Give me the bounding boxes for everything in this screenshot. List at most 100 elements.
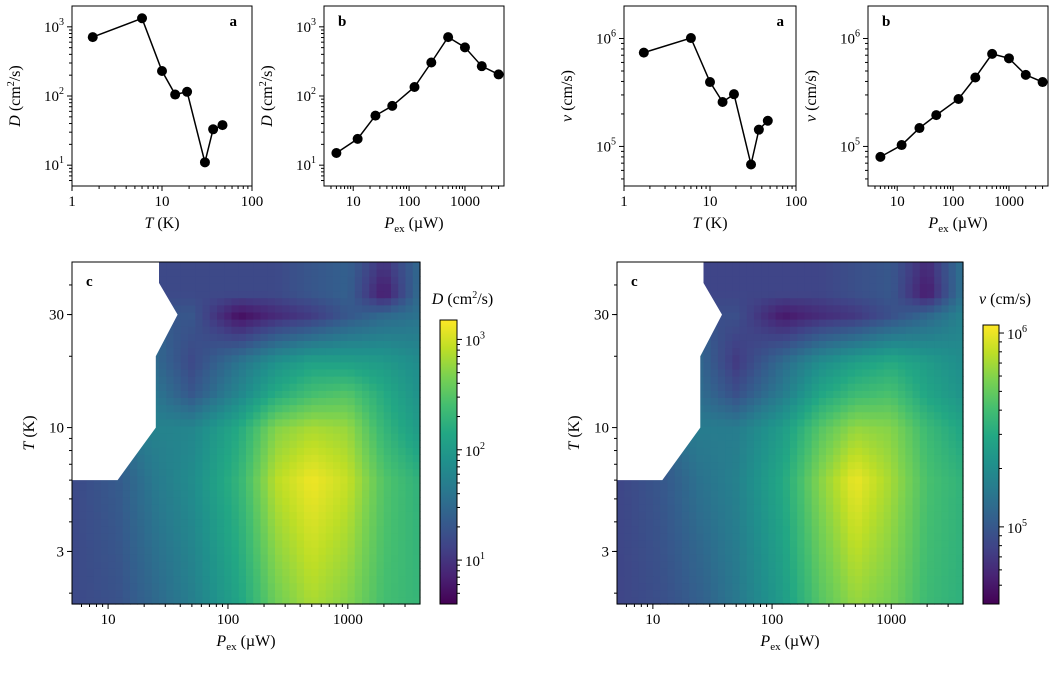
heatmap-cell [217,475,225,484]
heatmap-cell [289,447,298,455]
heatmap-cell [376,547,385,555]
heatmap-cell [948,319,957,327]
heatmap-cell [304,468,312,477]
heatmap-cell [325,297,334,306]
heatmap-cell [354,425,363,434]
heatmap-cell [267,304,276,313]
heatmap-cell [325,454,334,463]
heatmap-cell [354,568,363,577]
heatmap-cell [296,333,305,341]
heatmap-cell [919,390,928,398]
heatmap-cell [354,582,363,591]
heatmap-cell [710,418,719,427]
heatmap-cell [955,589,964,598]
heatmap-cell [398,418,407,427]
heatmap-cell [159,482,167,491]
heatmap-cell [653,532,661,541]
heatmap-cell [804,311,813,320]
heatmap-cell [840,319,849,327]
heatmap-cell [710,547,719,555]
heatmap-cell [926,276,935,284]
heatmap-cell [238,418,247,427]
heatmap-cell [383,454,392,463]
colorbar-label-unit: (cm/s) [986,291,1031,308]
heatmap-cell [246,397,254,406]
heatmap-cell [217,311,225,320]
heatmap-cell [137,482,146,491]
heatmap-cell [847,347,856,356]
heatmap-cell [231,447,240,455]
heatmap-cell [188,411,196,420]
heatmap-cell [926,554,935,562]
heatmap-cell [797,290,806,299]
heatmap-cell [847,554,856,562]
heatmap-cell [847,404,856,413]
heatmap-cell [246,333,254,341]
heatmap-cell [282,333,291,341]
heatmap-cell [304,269,312,277]
heatmap-cell [941,376,950,384]
heatmap-cell [804,433,813,441]
heatmap-cell [267,440,276,448]
heatmap-cell [224,554,233,562]
heatmap-cell [253,262,262,270]
heatmap-cell [412,440,421,448]
heatmap-cell [790,461,798,470]
heatmap-cell [653,582,661,591]
heatmap-cell [883,361,892,370]
heatmap-cell [890,497,899,505]
heatmap-cell [304,518,312,527]
heatmap-cell [645,554,654,562]
heatmap-cell [653,561,661,569]
heatmap-cell [180,311,189,320]
heatmap-cell [166,340,175,349]
heatmap-cell [898,525,906,534]
heatmap-cell [790,276,798,284]
heatmap-cell [761,269,769,277]
heatmap-cell [761,311,769,320]
axes-frame [71,261,421,605]
heatmap-cell [231,326,240,334]
heatmap-cell [72,482,80,491]
colorbar [982,324,1000,605]
heatmap-cell [862,518,870,527]
heatmap-cell [180,596,189,605]
heatmap-cell [296,596,305,605]
heatmap-cell [790,326,798,334]
heatmap-cell [369,454,378,463]
heatmap-cell [369,461,378,470]
heatmap-cell [919,433,928,441]
heatmap-cell [209,433,218,441]
heatmap-cell [333,561,341,569]
heatmap-cell [108,497,117,505]
heatmap-cell [912,290,921,299]
heatmap-cell [369,468,378,477]
heatmap-cell [797,368,806,377]
heatmap-cell [926,283,935,292]
heatmap-cell [318,269,327,277]
heatmap-cell [753,554,762,562]
heatmap-cell [876,376,885,384]
heatmap-cell [238,411,247,420]
heatmap-cell [347,447,356,455]
heatmap-cell [253,561,262,569]
heatmap-cell [79,532,88,541]
heatmap-cell [804,475,813,484]
heatmap-cell [166,269,175,277]
x-label-unit: (K) [701,215,727,232]
heatmap-cell [383,461,392,470]
heatmap-cell [840,511,849,520]
heatmap-cell [238,304,247,313]
heatmap-cell [391,404,399,413]
heatmap-cell [689,468,697,477]
heatmap-cell [246,319,254,327]
heatmap-cell [173,425,182,434]
heatmap-cell [732,547,741,555]
heatmap-cell [282,575,291,584]
heatmap-cell [246,468,254,477]
heatmap-cell [325,376,334,384]
heatmap-cell [130,468,138,477]
heatmap-cell [617,511,625,520]
heatmap-cell [919,468,928,477]
heatmap-cell [347,589,356,598]
